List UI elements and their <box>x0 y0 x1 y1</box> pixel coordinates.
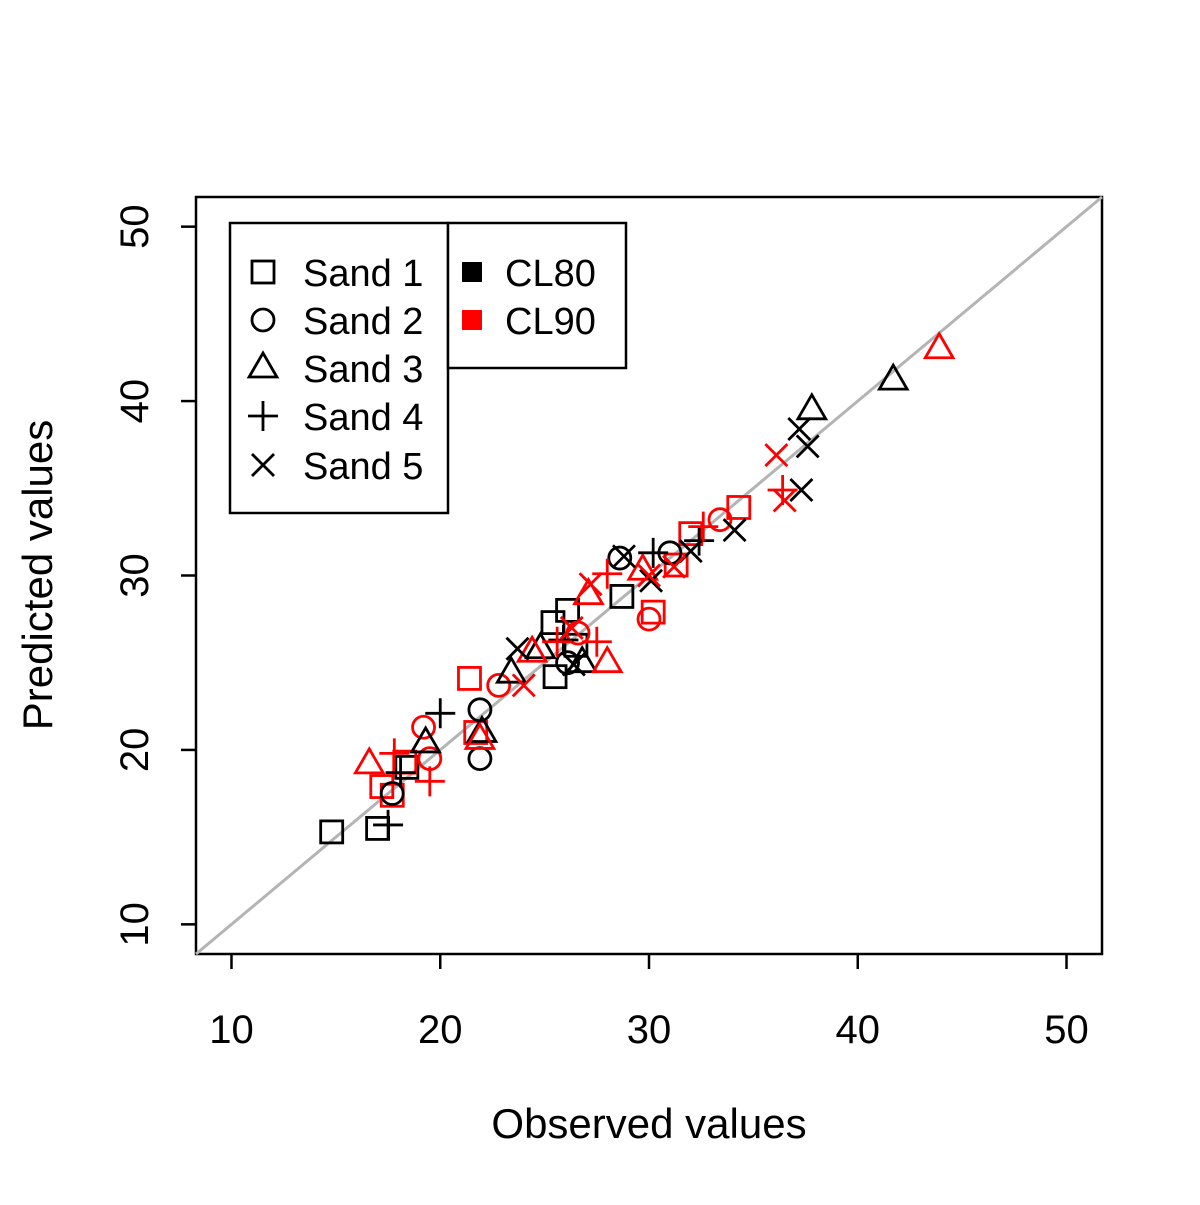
point-cross <box>787 416 812 441</box>
point-square <box>542 664 568 690</box>
point-cross <box>639 568 664 593</box>
x-axis: 10 20 30 40 50 <box>209 954 1089 1052</box>
point-circle <box>636 606 662 632</box>
point-plus <box>414 766 445 797</box>
legend-cl: CL80 CL90 <box>446 221 628 370</box>
point-triangle <box>352 746 386 775</box>
point-cross <box>722 518 747 543</box>
legend-label-sand5: Sand 5 <box>303 446 423 488</box>
point-square <box>394 754 420 780</box>
y-tick-label: 50 <box>113 204 157 249</box>
point-cross <box>578 572 603 597</box>
point-circle <box>411 714 436 740</box>
point-cross <box>511 673 536 698</box>
point-circle <box>707 507 733 533</box>
point-plus <box>373 809 404 840</box>
legend-plus-icon <box>248 401 278 431</box>
x-tick-label: 40 <box>836 1008 881 1052</box>
point-cross <box>795 434 820 459</box>
point-triangle <box>524 630 557 660</box>
x-tick-label: 30 <box>627 1008 672 1052</box>
legend-sands-box <box>228 221 450 515</box>
point-cross <box>789 478 814 503</box>
point-cross <box>611 544 636 569</box>
legend-cross-icon <box>251 453 275 477</box>
legend-label-cl80: CL80 <box>505 253 596 295</box>
point-triangle <box>515 634 549 663</box>
legend-label-sand1: Sand 1 <box>303 253 423 295</box>
point-square <box>678 521 704 547</box>
point-plus <box>688 511 719 542</box>
point-cross <box>559 615 584 640</box>
point-plus <box>581 626 612 657</box>
point-circle <box>607 545 633 571</box>
point-triangle <box>590 644 624 674</box>
point-circle <box>467 746 493 772</box>
legend-label-sand2: Sand 2 <box>303 301 423 343</box>
point-cross <box>772 488 797 513</box>
legend-sands: Sand 1 Sand 2 Sand 3 Sand 4 Sand 5 <box>228 221 450 515</box>
point-triangle <box>626 552 660 581</box>
point-plus <box>425 698 456 729</box>
legend-cl90-swatch <box>462 310 482 330</box>
point-triangle <box>795 392 829 421</box>
legend-label-sand3: Sand 3 <box>303 349 423 391</box>
point-circle <box>486 672 512 698</box>
point-square <box>726 495 752 520</box>
point-square <box>319 819 345 845</box>
x-tick-label: 50 <box>1044 1008 1089 1052</box>
point-square <box>555 597 580 623</box>
point-square <box>663 552 689 578</box>
y-axis-title: Predicted values <box>14 420 61 731</box>
y-tick-label: 30 <box>113 553 157 598</box>
point-plus <box>548 625 579 656</box>
point-plus <box>684 525 715 556</box>
point-cross <box>764 443 789 468</box>
legend-cl80-swatch <box>462 262 482 282</box>
y-tick-label: 10 <box>113 902 157 947</box>
legend-cl-box <box>446 221 628 370</box>
legend-label-cl90: CL90 <box>505 301 596 343</box>
x-axis-title: Observed values <box>491 1100 806 1147</box>
point-plus <box>592 558 623 589</box>
point-cross <box>662 554 687 579</box>
point-square <box>365 816 391 841</box>
point-plus <box>385 757 416 788</box>
point-triangle <box>922 330 956 360</box>
point-cross <box>637 563 661 588</box>
point-triangle <box>876 362 910 391</box>
point-triangle <box>465 714 499 743</box>
legend-label-sand4: Sand 4 <box>303 397 423 439</box>
y-tick-label: 40 <box>113 379 157 424</box>
point-triangle <box>409 725 442 754</box>
point-plus <box>542 626 573 657</box>
y-tick-label: 20 <box>113 728 157 773</box>
point-square <box>457 666 482 691</box>
point-cross <box>505 636 530 661</box>
point-circle <box>379 781 405 806</box>
point-square <box>609 584 635 609</box>
scatter-points <box>319 330 956 845</box>
y-axis: 10 20 30 40 50 <box>113 204 196 947</box>
point-cross <box>561 652 586 677</box>
point-plus <box>379 738 410 769</box>
point-triangle <box>565 644 599 674</box>
point-circle <box>555 650 580 676</box>
x-tick-label: 10 <box>209 1008 254 1052</box>
point-plus <box>638 537 669 568</box>
point-triangle <box>463 721 497 750</box>
x-tick-label: 20 <box>418 1008 463 1052</box>
legend-circle-icon <box>250 307 276 333</box>
legend-triangle-icon <box>246 350 280 379</box>
point-plus <box>767 475 798 506</box>
point-triangle <box>494 655 528 684</box>
legend-square-icon <box>250 259 276 285</box>
